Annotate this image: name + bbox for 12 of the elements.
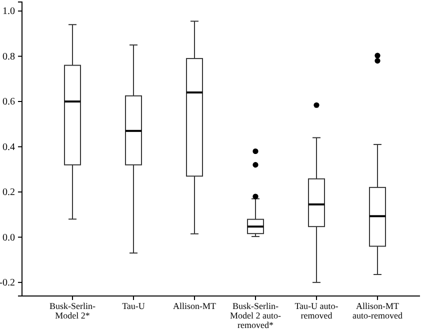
y-tick-label: 0.6 [2, 96, 15, 108]
y-tick-label: 0.8 [2, 51, 15, 62]
y-tick-label: 0.0 [2, 232, 15, 244]
x-tick-label: Allison-MT [172, 301, 216, 311]
y-tick-label: 0.4 [2, 142, 15, 153]
x-tick-label: Busk-Serlin-Model 2* [50, 301, 96, 320]
x-tick-label: Busk-Serlin-Model 2 auto-removed* [230, 301, 281, 330]
y-tick-label: 0.2 [2, 187, 15, 198]
x-tick-label: Tau-U auto-removed [294, 301, 338, 320]
x-tick-label: Allison-MT auto-removed [352, 301, 403, 320]
y-tick-label: 1.0 [2, 6, 15, 18]
x-tick-label: Tau-U [122, 301, 146, 311]
